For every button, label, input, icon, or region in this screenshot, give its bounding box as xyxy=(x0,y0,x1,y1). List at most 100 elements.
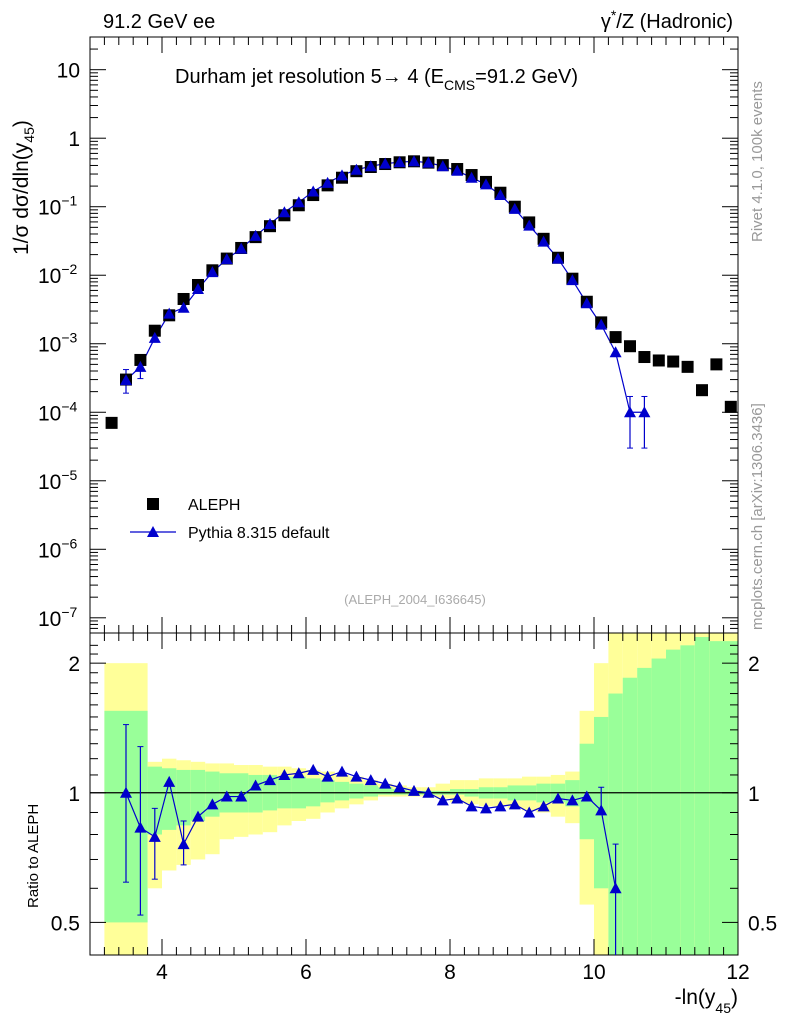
pythia-point xyxy=(624,406,636,418)
plot-title-sub: CMS xyxy=(444,77,475,93)
plot-title-arrow: → xyxy=(382,66,402,88)
ratio-point xyxy=(134,821,147,833)
ratio-point xyxy=(523,806,536,818)
legend-label-pythia: Pythia 8.315 default xyxy=(188,525,330,542)
main-y-tick-mantissa: 10 xyxy=(38,471,61,494)
ratio-band-green xyxy=(176,769,191,826)
pythia-point xyxy=(580,297,593,309)
pythia-point xyxy=(120,374,132,386)
pythia-point xyxy=(249,229,262,241)
main-y-tick-mantissa: 10 xyxy=(38,402,61,425)
plot-title: Durham jet resolution 5→ 4 (ECMS=91.2 Ge… xyxy=(175,66,578,93)
ratio-point xyxy=(393,781,406,793)
pythia-point xyxy=(552,252,564,264)
main-y-tick-label: 10−7 xyxy=(38,604,78,631)
ratio-band-green xyxy=(190,769,206,821)
ratio-point xyxy=(177,838,190,850)
main-panel-border xyxy=(89,36,739,634)
pythia-point xyxy=(609,346,622,358)
header-right-star: * xyxy=(611,7,617,23)
ratio-point xyxy=(235,790,248,802)
main-y-tick-mantissa: 10 xyxy=(38,265,61,288)
ratio-point xyxy=(292,767,305,779)
pythia-point xyxy=(307,185,320,197)
pythia-point xyxy=(206,266,219,278)
pythia-point xyxy=(192,282,204,294)
pythia-point xyxy=(177,301,190,313)
ratio-point xyxy=(163,775,176,787)
ratio-band-green xyxy=(363,785,378,797)
ratio-point xyxy=(379,777,392,789)
y-axis-label: 1/σ dσ/dln(y45) xyxy=(10,120,37,255)
main-panel-series xyxy=(105,155,737,449)
main-y-tick-label: 10−3 xyxy=(38,330,78,357)
y-axis-label-sub: 45 xyxy=(21,127,37,143)
ratio-point xyxy=(321,770,334,782)
pythia-point xyxy=(595,318,608,330)
ratio-point xyxy=(508,798,521,810)
pythia-point xyxy=(321,176,334,188)
main-y-tick-label: 10 xyxy=(57,60,80,83)
main-y-tick-label: 10−4 xyxy=(38,398,78,425)
main-y-tick-mantissa: 10 xyxy=(38,197,61,220)
ratio-band-green xyxy=(320,780,335,803)
pythia-point xyxy=(566,274,579,286)
aleph-point xyxy=(652,354,665,367)
pythia-point xyxy=(148,331,161,343)
analysis-watermark: (ALEPH_2004_I636645) xyxy=(344,592,486,607)
aleph-point xyxy=(609,331,622,344)
ratio-point xyxy=(278,768,291,780)
aleph-point xyxy=(148,324,161,337)
main-y-tick-exponent: −5 xyxy=(61,467,77,483)
ratio-band-green xyxy=(450,789,465,795)
aleph-point xyxy=(638,351,651,364)
plot-title-part2: 4 (E xyxy=(402,66,444,88)
aleph-point xyxy=(177,292,190,305)
header-right: γ*/Z (Hadronic) xyxy=(601,7,733,33)
main-y-tick-label: 10−2 xyxy=(38,261,78,288)
pythia-point xyxy=(537,235,550,247)
y-axis-label-close: ) xyxy=(10,120,33,127)
plot-title-part3: =91.2 GeV) xyxy=(475,66,578,88)
ratio-point xyxy=(566,794,579,806)
pythia-point xyxy=(393,156,406,168)
main-y-tick-label: 10−5 xyxy=(38,467,78,494)
pythia-point xyxy=(408,155,420,167)
ratio-point xyxy=(465,800,478,812)
pythia-point xyxy=(422,156,435,168)
ratio-x-tick-label: 6 xyxy=(300,961,312,984)
main-y-tick-label: 1 xyxy=(68,128,80,151)
x-axis-label-sub: 45 xyxy=(715,1000,731,1016)
ratio-band-green xyxy=(637,667,652,955)
pythia-point xyxy=(436,160,449,172)
ratio-band-green xyxy=(694,637,710,955)
rivet-version-label: Rivet 4.1.0, 100k events xyxy=(749,81,766,242)
ratio-panel-border xyxy=(89,632,739,956)
pythia-point xyxy=(480,178,492,190)
ratio-panel-series xyxy=(120,724,622,955)
ratio-point xyxy=(364,774,377,786)
pythia-point xyxy=(163,307,176,319)
main-y-tick-label: 10−6 xyxy=(38,535,78,562)
pythia-point xyxy=(523,219,536,231)
pythia-point xyxy=(350,163,363,175)
main-y-tick-exponent: −3 xyxy=(61,330,77,346)
ratio-point xyxy=(307,763,320,775)
ratio-point xyxy=(537,800,550,812)
ratio-point xyxy=(192,810,204,822)
ratio-y-tick-label-right: 0.5 xyxy=(748,912,777,935)
x-axis-label: -ln(y45) xyxy=(675,986,738,1016)
ratio-x-tick-label: 8 xyxy=(444,961,456,984)
pythia-point xyxy=(638,406,651,418)
ratio-band-green xyxy=(651,658,666,955)
pythia-point xyxy=(278,206,291,218)
main-y-tick-exponent: −7 xyxy=(61,604,77,620)
ratio-point xyxy=(336,765,348,777)
ratio-point xyxy=(422,786,435,798)
legend-marker-pythia xyxy=(147,526,159,537)
aleph-point xyxy=(724,400,737,413)
mcplots-label: mcplots.cern.ch [arXiv:1306.3436] xyxy=(749,403,766,630)
ratio-point xyxy=(408,784,420,796)
ratio-x-tick-label: 10 xyxy=(582,961,605,984)
